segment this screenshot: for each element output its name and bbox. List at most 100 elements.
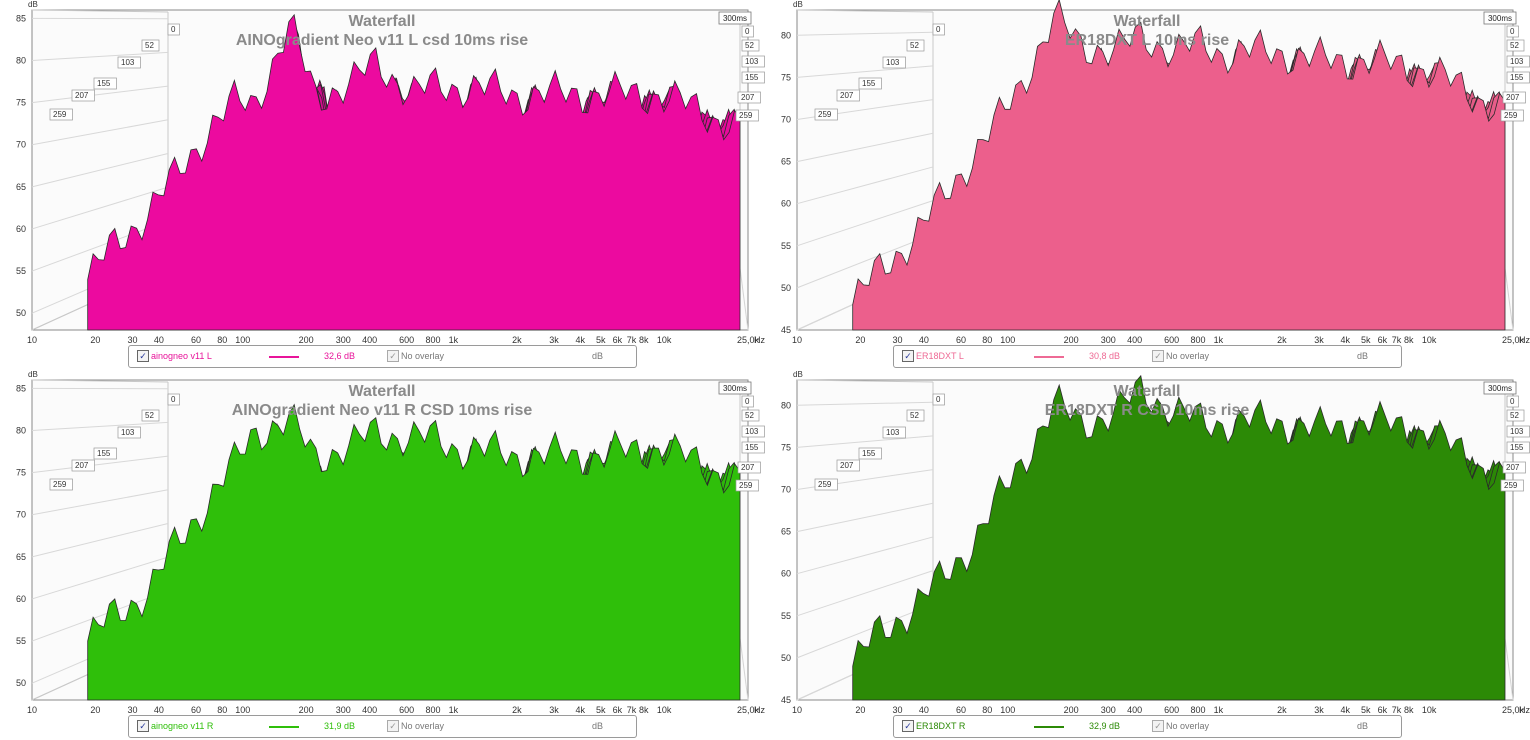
x-tick-label: 25,0k bbox=[1502, 335, 1525, 345]
y-tick-label: 55 bbox=[16, 266, 26, 276]
overlay-label: No overlay bbox=[401, 351, 445, 361]
time-tick-box bbox=[1500, 479, 1524, 492]
waterfall-plot: Waterfall ER18DXT R CSD 10ms rise dB 80 75 70… bbox=[781, 370, 1530, 715]
grid-line bbox=[796, 166, 934, 205]
time-tick-box bbox=[1506, 25, 1519, 38]
grid-line bbox=[31, 119, 169, 146]
overlay-checkbox[interactable]: ✓ bbox=[387, 350, 399, 362]
series-value: 32,9 dB bbox=[1089, 721, 1121, 731]
x-tick-label: 8k bbox=[639, 335, 649, 345]
time-tick-label: 207 bbox=[1506, 463, 1520, 472]
grid-line bbox=[31, 421, 169, 432]
time-range-label: 300ms bbox=[1488, 384, 1512, 393]
x-tick-label: 3k bbox=[549, 335, 559, 345]
x-tick-label: 10 bbox=[792, 335, 802, 345]
time-tick-box bbox=[741, 425, 765, 438]
x-tick-label: 4k bbox=[1341, 705, 1351, 715]
y-tick-label: 50 bbox=[781, 283, 791, 293]
time-tick-label: 52 bbox=[1510, 41, 1519, 50]
waterfall-panel-1: Waterfall AINOgradient Neo v11 L csd 10ms… bbox=[0, 0, 765, 370]
y-unit-label: dB bbox=[28, 370, 38, 379]
time-tick-label: 0 bbox=[745, 27, 750, 36]
time-tick-label: 207 bbox=[741, 463, 755, 472]
x-tick-label: 1k bbox=[1214, 335, 1224, 345]
grid-line bbox=[796, 9, 934, 13]
x-tick-label: 100 bbox=[1000, 335, 1015, 345]
time-tick-label: 155 bbox=[97, 79, 111, 88]
time-tick-box bbox=[741, 395, 754, 408]
time-tick-label: 259 bbox=[739, 111, 753, 120]
series-name: ainogneo v11 L bbox=[151, 351, 212, 361]
time-tick-box bbox=[49, 108, 73, 121]
y-tick-label: 75 bbox=[781, 442, 791, 452]
x-tick-label: 20 bbox=[855, 705, 865, 715]
x-tick-label: 60 bbox=[956, 705, 966, 715]
time-tick-box bbox=[836, 89, 860, 102]
x-tick-label: 600 bbox=[399, 705, 414, 715]
series-checkbox[interactable]: ✓ bbox=[902, 350, 914, 362]
x-tick-label: 7k bbox=[1392, 335, 1402, 345]
x-tick-label: 600 bbox=[399, 335, 414, 345]
grid-line bbox=[796, 435, 934, 448]
grid-line bbox=[796, 536, 934, 575]
time-tick-label: 52 bbox=[1510, 411, 1519, 420]
x-tick-label: 400 bbox=[362, 335, 377, 345]
x-tick-label: 3k bbox=[1314, 705, 1324, 715]
grid-line bbox=[796, 65, 934, 78]
grid-line bbox=[31, 9, 169, 13]
x-tick-label: 400 bbox=[1127, 335, 1142, 345]
series-checkbox[interactable]: ✓ bbox=[137, 720, 149, 732]
series-checkbox[interactable]: ✓ bbox=[902, 720, 914, 732]
legend-box: ✓ ER18DXT R 32,9 dB ✓ No overlay dB bbox=[893, 715, 1402, 738]
time-tick-label: 103 bbox=[745, 57, 759, 66]
y-tick-label: 55 bbox=[781, 611, 791, 621]
time-tick-label: 103 bbox=[1510, 57, 1524, 66]
y-unit-label: dB bbox=[28, 0, 38, 9]
grid-line bbox=[31, 556, 169, 600]
grid-line bbox=[31, 51, 169, 62]
time-tick-label: 103 bbox=[886, 428, 900, 437]
x-tick-label: 300 bbox=[336, 705, 351, 715]
x-tick-label: 1k bbox=[449, 335, 459, 345]
overlay-checkbox[interactable]: ✓ bbox=[1152, 720, 1164, 732]
time-tick-label: 155 bbox=[862, 449, 876, 458]
time-tick-label: 259 bbox=[739, 481, 753, 490]
grid-line bbox=[796, 502, 934, 533]
time-tick-label: 52 bbox=[745, 41, 754, 50]
grid-line bbox=[796, 570, 934, 617]
time-tick-label: 259 bbox=[1504, 111, 1518, 120]
x-tick-label: 400 bbox=[362, 705, 377, 715]
y-unit-label: dB bbox=[793, 370, 803, 379]
x-tick-label: 300 bbox=[1101, 335, 1116, 345]
time-tick-label: 207 bbox=[741, 93, 755, 102]
x-tick-label: 20 bbox=[90, 705, 100, 715]
time-range-box bbox=[1483, 381, 1517, 395]
y-tick-label: 75 bbox=[781, 72, 791, 82]
y-tick-label: 45 bbox=[781, 325, 791, 335]
overlay-checkbox[interactable]: ✓ bbox=[1152, 350, 1164, 362]
overlay-label: No overlay bbox=[401, 721, 445, 731]
y-tick-label: 60 bbox=[781, 569, 791, 579]
grid-line bbox=[796, 132, 934, 163]
overlay-label: No overlay bbox=[1166, 351, 1210, 361]
y-tick-label: 55 bbox=[16, 636, 26, 646]
x-tick-label: 7k bbox=[627, 335, 637, 345]
grid-line bbox=[31, 489, 169, 516]
time-tick-box bbox=[167, 393, 180, 406]
x-tick-label: 40 bbox=[919, 335, 929, 345]
waterfall-slice bbox=[852, 0, 1506, 331]
y-tick-label: 80 bbox=[781, 30, 791, 40]
x-tick-label: 25,0k bbox=[737, 705, 760, 715]
waterfall-plot: Waterfall AINOgradient Neo v11 R CSD 10ms… bbox=[16, 370, 765, 715]
time-tick-box bbox=[741, 71, 765, 84]
time-range-box bbox=[718, 11, 752, 25]
time-tick-box bbox=[167, 23, 180, 36]
time-tick-box bbox=[49, 478, 73, 491]
overlay-checkbox[interactable]: ✓ bbox=[387, 720, 399, 732]
grid-line bbox=[796, 200, 934, 247]
time-tick-box bbox=[741, 409, 760, 422]
y-tick-label: 75 bbox=[16, 468, 26, 478]
series-checkbox[interactable]: ✓ bbox=[137, 350, 149, 362]
series-value: 32,6 dB bbox=[324, 351, 356, 361]
y-tick-label: 65 bbox=[16, 182, 26, 192]
